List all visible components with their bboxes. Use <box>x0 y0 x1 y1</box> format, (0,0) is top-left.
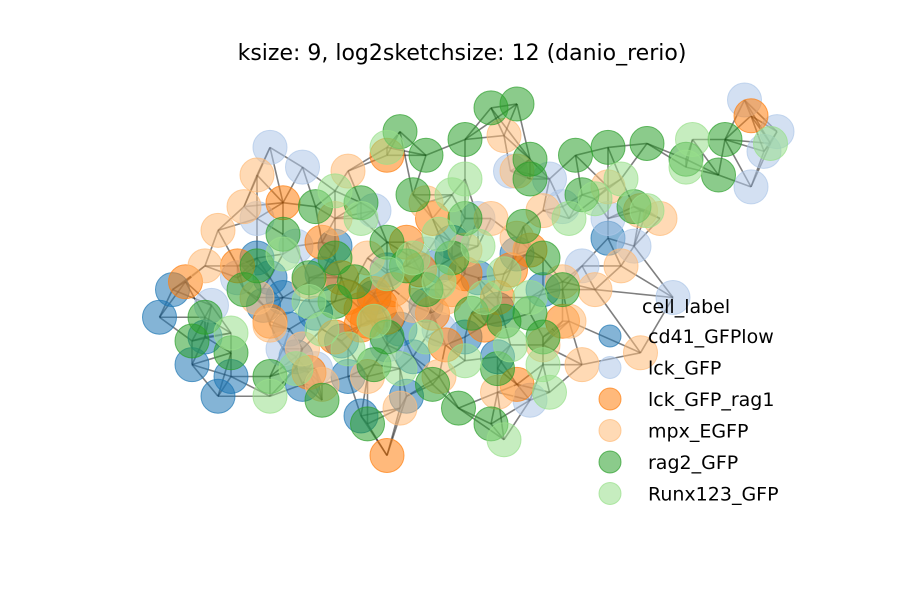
legend-marker <box>598 482 622 505</box>
node-point <box>733 169 769 205</box>
node-point <box>382 351 418 387</box>
node-point <box>668 149 704 185</box>
legend-marker <box>598 324 622 348</box>
node-point <box>629 193 665 229</box>
node-point <box>369 438 405 473</box>
node-point <box>506 208 541 244</box>
node-point <box>623 335 658 371</box>
node-point <box>655 280 691 315</box>
node-point <box>304 311 340 347</box>
node-point <box>395 177 431 213</box>
node-point <box>603 161 639 197</box>
legend: cell_label cd41_GFPlow lck_GFP lck_GFP_rag… <box>598 296 779 506</box>
legend-entry: cd41_GFPlow <box>598 324 774 348</box>
node-point <box>558 137 593 173</box>
node-point <box>408 319 444 355</box>
node-point <box>577 181 613 217</box>
node-point <box>369 256 405 292</box>
node-point <box>629 125 665 161</box>
legend-entry: Runx123_GFP <box>598 482 779 506</box>
node-point <box>265 236 301 272</box>
legend-entries: cd41_GFPlow lck_GFP lck_GFP_rag1 mpx_EGFPra… <box>598 324 779 506</box>
node-point <box>317 240 353 276</box>
node-point <box>512 161 548 197</box>
node-point <box>707 122 743 157</box>
node-point <box>564 347 600 383</box>
node-point <box>304 382 340 418</box>
node-point <box>493 327 528 363</box>
node-point <box>447 343 483 379</box>
legend-marker <box>598 387 622 411</box>
node-point <box>577 272 613 308</box>
chart-title: ksize: 9, log2sketchsize: 12 (danio_reri… <box>238 41 687 66</box>
legend-entry: mpx_EGFP <box>598 419 748 443</box>
node-point <box>421 264 457 300</box>
node-point <box>252 378 288 414</box>
node-point <box>733 98 769 134</box>
node-point <box>265 185 301 221</box>
node-point <box>330 331 366 367</box>
node-point <box>317 173 353 209</box>
legend-label: Runx123_GFP <box>648 484 779 506</box>
node-point <box>486 422 522 458</box>
node-point <box>460 228 496 264</box>
node-point <box>174 323 210 359</box>
legend-title: cell_label <box>642 296 730 318</box>
node-point <box>226 189 262 225</box>
legend-entry: rag2_GFP <box>598 450 738 474</box>
node-point <box>356 303 392 339</box>
node-point <box>525 347 561 383</box>
node-point <box>395 240 431 276</box>
legend-marker <box>598 450 622 474</box>
node-point <box>382 390 418 426</box>
node-point <box>421 216 457 252</box>
node-point <box>187 248 223 284</box>
legend-entry: lck_GFP <box>598 356 721 380</box>
node-point <box>408 137 444 173</box>
node-point <box>512 280 548 315</box>
node-point <box>551 201 587 236</box>
node-point <box>278 351 314 387</box>
node-point <box>239 157 275 193</box>
node-point <box>369 129 405 165</box>
legend-label: cd41_GFPlow <box>648 326 774 348</box>
node-point <box>499 86 535 122</box>
legend-label: rag2_GFP <box>648 452 738 474</box>
node-point <box>415 366 450 402</box>
node-point <box>525 240 561 276</box>
node-point <box>343 201 379 236</box>
node-point <box>545 272 580 308</box>
node-point <box>603 248 639 284</box>
legend-entry: lck_GFP_rag1 <box>598 387 774 411</box>
node-point <box>701 157 736 193</box>
legend-label: mpx_EGFP <box>648 421 748 443</box>
legend-label: lck_GFP_rag1 <box>648 389 774 411</box>
node-point <box>200 212 236 248</box>
node-point <box>226 272 262 308</box>
node-point <box>337 264 372 300</box>
node-point <box>486 256 522 292</box>
legend-label: lck_GFP <box>648 358 721 380</box>
node-point <box>447 122 483 157</box>
node-point <box>467 280 502 315</box>
node-point <box>350 406 385 442</box>
node-point <box>285 149 320 185</box>
node-point <box>213 315 249 351</box>
node-point <box>441 390 476 426</box>
nodes-layer <box>142 82 795 473</box>
node-point <box>753 125 788 161</box>
node-point <box>447 161 483 197</box>
node-point <box>590 129 626 165</box>
legend-marker <box>598 419 622 442</box>
legend-marker <box>598 356 622 379</box>
